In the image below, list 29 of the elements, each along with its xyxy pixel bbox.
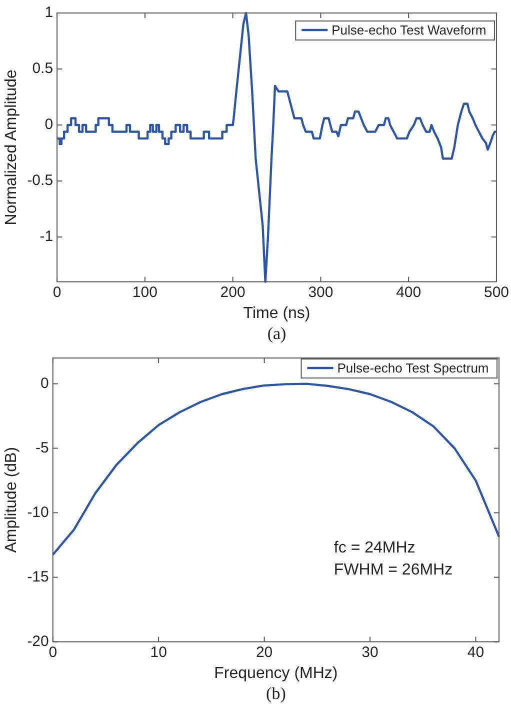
- y-axis-title: Normalized Amplitude: [3, 69, 20, 226]
- y-tick-label: 0: [40, 374, 49, 392]
- y-tick-label: -15: [27, 568, 49, 586]
- x-tick-label: 200: [220, 284, 246, 301]
- x-tick-label: 30: [362, 644, 378, 661]
- y-tick-label: 0.5: [32, 60, 54, 78]
- x-axis-title: Frequency (MHz): [214, 664, 338, 682]
- y-tick-label: -5: [36, 439, 49, 456]
- y-tick-label: -0.5: [27, 172, 54, 190]
- text: (a): [267, 324, 286, 343]
- legend-label: Pulse-echo Test Waveform: [332, 22, 486, 38]
- y-tick-label: -20: [27, 632, 49, 650]
- y-axis-title: Amplitude (dB): [3, 446, 20, 553]
- x-tick-label: 500: [484, 284, 509, 301]
- y-tick-label: -10: [27, 504, 49, 521]
- text: (b): [266, 684, 286, 703]
- x-axis-title: Time (ns): [243, 304, 310, 322]
- y-tick-label: 0: [44, 116, 54, 134]
- legend-label: Pulse-echo Test Spectrum: [337, 360, 489, 376]
- annotation: fc = 24MHz: [334, 540, 416, 557]
- x-tick-label: 100: [132, 284, 158, 301]
- x-tick-label: 400: [396, 284, 422, 301]
- y-tick-label: -1: [40, 228, 54, 246]
- annotation: FWHM = 26MHz: [334, 562, 453, 579]
- x-tick-label: 40: [467, 644, 484, 661]
- x-tick-label: 300: [308, 284, 334, 301]
- y-tick-label: 1: [44, 4, 54, 22]
- x-tick-label: 10: [150, 644, 167, 661]
- x-tick-label: 20: [256, 644, 273, 661]
